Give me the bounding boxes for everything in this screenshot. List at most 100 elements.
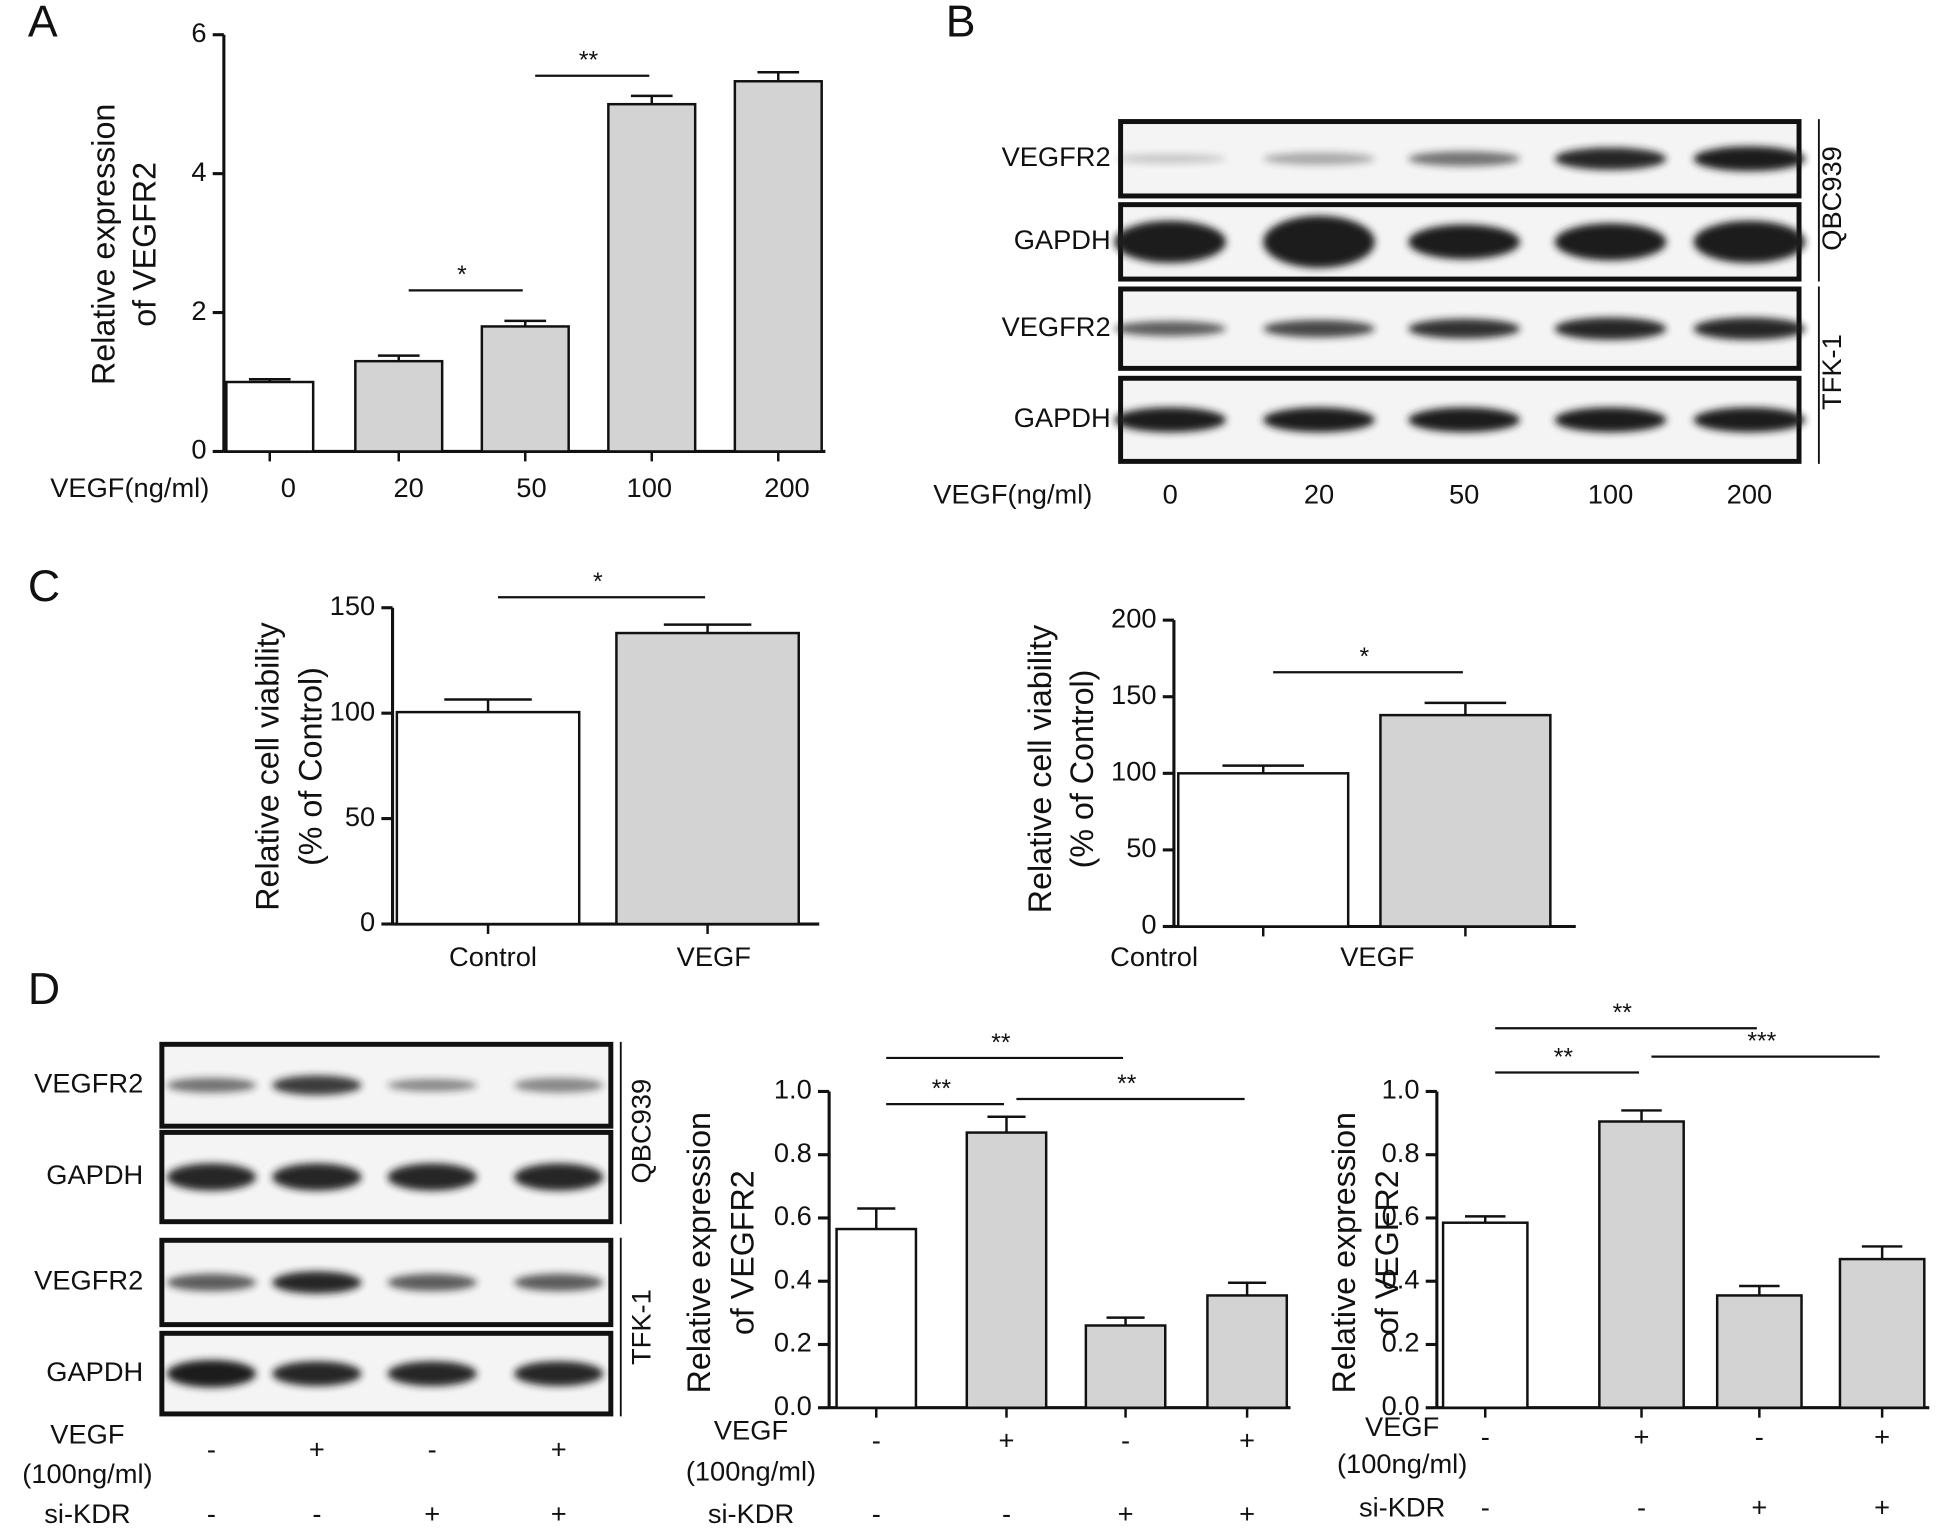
- x-tick-label: 100: [627, 472, 673, 503]
- y-tick-label: 6: [191, 17, 206, 48]
- bar: [835, 1227, 918, 1409]
- blot-row-label: GAPDH: [1014, 224, 1111, 255]
- y-axis-label: Relative expression: [86, 104, 122, 385]
- panel-label: B: [946, 0, 976, 47]
- condition-value: -: [207, 1498, 216, 1529]
- bar: [1177, 772, 1350, 928]
- blot-band: [1263, 215, 1375, 268]
- condition-value: +: [551, 1433, 567, 1464]
- y-tick-label: 1.0: [1382, 1074, 1420, 1105]
- x-tick-label: 0: [281, 472, 296, 503]
- y-tick-label: 0.8: [774, 1137, 812, 1168]
- x-tick-label: Control: [449, 941, 537, 972]
- blot-row-label: VEGFR2: [34, 1067, 143, 1098]
- condition-value: +: [999, 1425, 1015, 1456]
- y-axis-label: Relative cell viability: [249, 621, 285, 910]
- condition-label: (100ng/ml): [22, 1458, 152, 1489]
- blot-band: [166, 1273, 257, 1292]
- y-tick-label: 50: [1126, 832, 1156, 863]
- y-tick-label: 150: [1111, 679, 1157, 710]
- blot-band: [272, 1075, 362, 1096]
- condition-label: VEGF: [1365, 1411, 1439, 1442]
- y-tick-label: 0: [1141, 909, 1156, 940]
- condition-value: +: [1239, 1498, 1255, 1529]
- y-axis-label: Relative expression: [681, 1112, 717, 1393]
- blot-band: [1693, 317, 1806, 340]
- blot-band: [1693, 146, 1806, 172]
- blot-row-label: GAPDH: [46, 1159, 143, 1190]
- bar: [1206, 1294, 1289, 1409]
- blot-band: [387, 1163, 477, 1191]
- y-tick-label: 0.2: [1382, 1327, 1420, 1358]
- blot-band: [1114, 407, 1227, 433]
- blot-band: [387, 1361, 477, 1387]
- y-tick-label: 0: [191, 434, 206, 465]
- blot-band: [1693, 220, 1806, 263]
- bar: [733, 80, 823, 453]
- blot-band: [1408, 318, 1520, 339]
- blot-band: [166, 1077, 257, 1093]
- y-tick-label: 2: [191, 295, 206, 326]
- condition-label: VEGF: [50, 1418, 124, 1449]
- condition-label: si-KDR: [708, 1498, 794, 1529]
- blot-band: [1114, 321, 1227, 337]
- lane-title: VEGF(ng/ml): [933, 478, 1092, 509]
- y-tick-label: 200: [1111, 602, 1157, 633]
- bar: [1715, 1294, 1803, 1409]
- significance-label: ***: [1747, 1029, 1776, 1056]
- blot-row-label: GAPDH: [1014, 402, 1111, 433]
- blot-band: [1408, 407, 1520, 433]
- condition-value: -: [1481, 1421, 1490, 1452]
- bar: [395, 710, 581, 926]
- lane-label: 0: [1163, 478, 1178, 509]
- y-axis-label: Relative cell viability: [1022, 624, 1058, 913]
- condition-label: si-KDR: [44, 1498, 130, 1529]
- y-axis-label: Relative expression: [1326, 1112, 1362, 1393]
- bar: [1838, 1257, 1926, 1409]
- condition-value: -: [1121, 1425, 1130, 1456]
- condition-label: (100ng/ml): [1337, 1448, 1467, 1479]
- condition-value: +: [1634, 1421, 1650, 1452]
- condition-value: -: [872, 1498, 881, 1529]
- y-tick-label: 0.0: [1382, 1390, 1420, 1421]
- y-tick-label: 0.6: [774, 1200, 812, 1231]
- blot-row-label: GAPDH: [46, 1356, 143, 1387]
- condition-value: +: [1874, 1492, 1890, 1523]
- blot-row-label: VEGFR2: [1002, 311, 1111, 342]
- bar: [354, 359, 444, 453]
- y-axis-label: of VEGFR2: [126, 162, 162, 327]
- cell-line-label: QBC939: [625, 1079, 656, 1184]
- significance-label: **: [1117, 1071, 1137, 1098]
- condition-value: -: [1637, 1492, 1646, 1523]
- lane-label: 20: [1304, 478, 1334, 509]
- y-tick-label: 0.4: [1382, 1263, 1420, 1294]
- blot-band: [272, 1271, 362, 1294]
- bar: [1379, 713, 1552, 928]
- y-axis-label: of VEGFR2: [724, 1170, 760, 1335]
- significance-label: **: [1613, 1000, 1633, 1027]
- blot-band: [1693, 407, 1806, 433]
- bar: [1084, 1324, 1167, 1409]
- significance-label: **: [991, 1030, 1011, 1057]
- blot-band: [1263, 319, 1375, 338]
- y-tick-label: 100: [1111, 756, 1157, 787]
- bar: [1441, 1221, 1529, 1409]
- condition-value: +: [1874, 1421, 1890, 1452]
- bar: [965, 1131, 1048, 1409]
- condition-value: +: [1118, 1498, 1134, 1529]
- blot-band: [1408, 151, 1520, 167]
- bar: [225, 380, 315, 453]
- condition-value: +: [424, 1498, 440, 1529]
- significance-label: **: [1554, 1044, 1574, 1071]
- condition-label: si-KDR: [1359, 1492, 1445, 1523]
- blot-band: [1554, 147, 1667, 170]
- panel-label: D: [28, 965, 60, 1014]
- bar: [615, 631, 800, 926]
- condition-value: -: [207, 1433, 216, 1464]
- x-tick-label: Control: [1110, 941, 1198, 972]
- blot-band: [1114, 153, 1227, 164]
- blot-band: [514, 1163, 604, 1191]
- blot-band: [1554, 223, 1667, 261]
